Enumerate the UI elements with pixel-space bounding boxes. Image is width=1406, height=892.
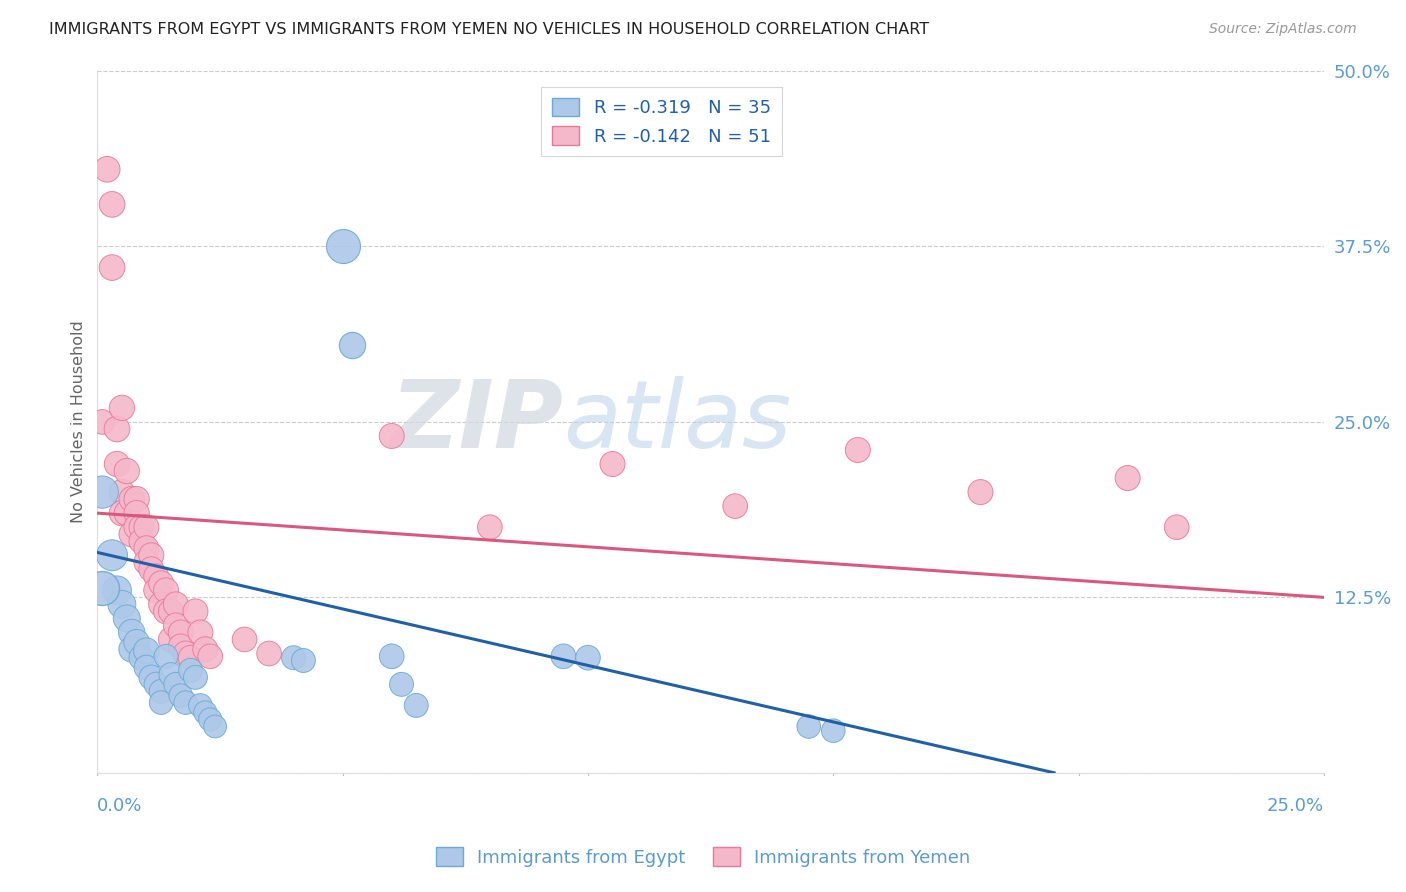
Point [233,632,256,647]
Point [724,499,747,513]
Point [105,457,128,471]
Point [121,625,143,640]
Point [190,698,212,713]
Point [478,520,501,534]
Point [184,670,207,684]
Point [91,415,114,429]
Text: IMMIGRANTS FROM EGYPT VS IMMIGRANTS FROM YEMEN NO VEHICLES IN HOUSEHOLD CORRELAT: IMMIGRANTS FROM EGYPT VS IMMIGRANTS FROM… [49,22,929,37]
Point [115,611,138,625]
Text: atlas: atlas [564,376,792,467]
Point [174,647,197,661]
Point [165,598,187,612]
Point [96,162,118,177]
Point [141,548,163,562]
Point [553,649,575,664]
Point [121,492,143,507]
Point [165,618,187,632]
Point [125,635,148,649]
Point [125,506,148,520]
Point [160,604,183,618]
Point [91,581,114,595]
Point [198,649,221,664]
Point [111,506,134,520]
Point [155,583,177,598]
Point [101,260,124,275]
Point [602,457,624,471]
Point [125,492,148,507]
Point [150,696,173,710]
Point [283,650,305,665]
Point [170,689,193,703]
Point [111,598,134,612]
Point [121,527,143,541]
Point [190,625,212,640]
Point [180,650,202,665]
Point [135,541,157,556]
Point [160,667,183,681]
Legend: R = -0.319   N = 35, R = -0.142   N = 51: R = -0.319 N = 35, R = -0.142 N = 51 [541,87,782,156]
Point [292,653,315,667]
Point [332,239,354,253]
Point [135,555,157,569]
Point [145,583,167,598]
Point [121,642,143,657]
Point [115,506,138,520]
Point [170,640,193,654]
Point [105,422,128,436]
Point [125,520,148,534]
Point [141,562,163,576]
Point [131,520,153,534]
Point [141,670,163,684]
Point [204,719,226,733]
Point [160,632,183,647]
Point [194,642,217,657]
Point [405,698,427,713]
Point [150,684,173,698]
Point [150,598,173,612]
Point [194,706,217,720]
Point [135,660,157,674]
Point [174,696,197,710]
Point [145,569,167,583]
Point [576,650,599,665]
Text: 0.0%: 0.0% [97,797,143,815]
Point [797,719,820,733]
Point [381,429,404,443]
Point [391,677,413,691]
Point [131,534,153,549]
Point [145,677,167,691]
Point [115,464,138,478]
Point [165,677,187,691]
Point [823,723,845,738]
Point [381,649,404,664]
Text: 25.0%: 25.0% [1267,797,1324,815]
Point [91,485,114,500]
Point [342,337,364,351]
Point [1166,520,1188,534]
Legend: Immigrants from Egypt, Immigrants from Yemen: Immigrants from Egypt, Immigrants from Y… [429,840,977,874]
Y-axis label: No Vehicles in Household: No Vehicles in Household [72,320,86,524]
Point [111,401,134,415]
Point [101,548,124,562]
Point [131,650,153,665]
Point [135,520,157,534]
Point [111,485,134,500]
Point [155,649,177,664]
Point [105,583,128,598]
Point [969,485,991,500]
Point [155,604,177,618]
Point [135,643,157,657]
Point [184,604,207,618]
Point [101,197,124,211]
Point [257,647,280,661]
Point [180,663,202,677]
Text: ZIP: ZIP [391,376,564,468]
Text: Source: ZipAtlas.com: Source: ZipAtlas.com [1209,22,1357,37]
Point [170,625,193,640]
Point [846,442,869,457]
Point [150,576,173,591]
Point [198,713,221,727]
Point [1116,471,1139,485]
